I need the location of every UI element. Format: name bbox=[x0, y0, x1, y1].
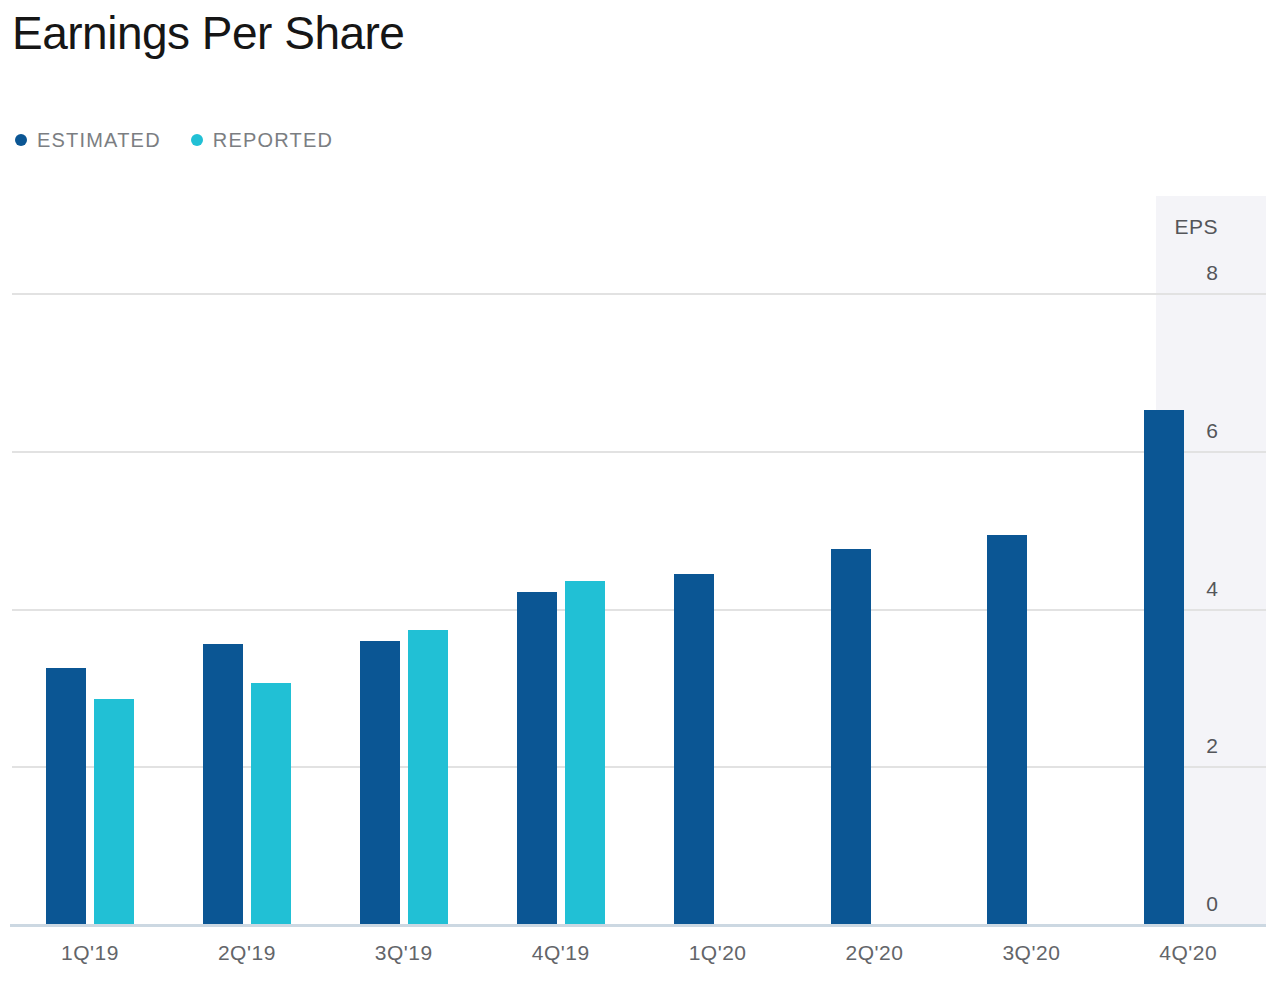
bar-estimated-1q-19 bbox=[46, 668, 86, 925]
bar-estimated-1q-20 bbox=[674, 574, 714, 925]
bar-reported-4q-19 bbox=[565, 581, 605, 925]
bar-estimated-2q-19 bbox=[203, 644, 243, 925]
bar-reported-1q-19 bbox=[94, 699, 134, 925]
gridline-y-6 bbox=[12, 451, 1266, 453]
x-axis-label-4q-20: 4Q'20 bbox=[1110, 938, 1266, 968]
x-axis-label-3q-19: 3Q'19 bbox=[326, 938, 482, 968]
x-axis-label-1q-19: 1Q'19 bbox=[12, 938, 168, 968]
x-axis-label-1q-20: 1Q'20 bbox=[640, 938, 796, 968]
bar-estimated-3q-19 bbox=[360, 641, 400, 925]
x-axis-label-4q-19: 4Q'19 bbox=[483, 938, 639, 968]
y-tick-label-8: 8 bbox=[1098, 258, 1218, 288]
x-axis-label-3q-20: 3Q'20 bbox=[953, 938, 1109, 968]
x-axis-line bbox=[10, 924, 1266, 927]
bar-estimated-2q-20 bbox=[831, 549, 871, 925]
x-axis-label-2q-19: 2Q'19 bbox=[169, 938, 325, 968]
bar-reported-3q-19 bbox=[408, 630, 448, 925]
y-axis-unit-label: EPS bbox=[1098, 212, 1218, 242]
gridline-y-8 bbox=[12, 293, 1266, 295]
bar-estimated-4q-19 bbox=[517, 592, 557, 925]
eps-chart: Earnings Per Share ESTIMATED REPORTED EP… bbox=[0, 0, 1282, 984]
gridline-y-4 bbox=[12, 609, 1266, 611]
gridline-y-2 bbox=[12, 766, 1266, 768]
bar-estimated-4q-20 bbox=[1144, 410, 1184, 925]
bar-reported-2q-19 bbox=[251, 683, 291, 925]
bar-estimated-3q-20 bbox=[987, 535, 1027, 925]
x-axis-label-2q-20: 2Q'20 bbox=[797, 938, 953, 968]
plot-area: EPS024681Q'192Q'193Q'194Q'191Q'202Q'203Q… bbox=[0, 0, 1282, 984]
